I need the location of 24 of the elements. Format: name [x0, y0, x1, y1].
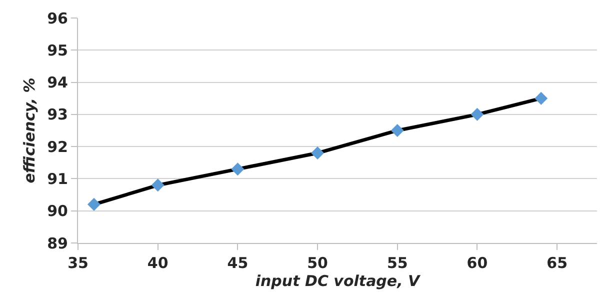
point [311, 146, 324, 160]
point [390, 124, 404, 137]
x-tick-label: 65 [546, 254, 568, 272]
point [231, 162, 244, 176]
y-tick-label: 96 [47, 9, 68, 28]
x-tick-label: 50 [307, 254, 328, 272]
x-tick-label: 40 [147, 254, 168, 272]
y-tick-label: 92 [47, 138, 68, 156]
point [151, 178, 164, 192]
y-tick-label: 91 [47, 170, 68, 188]
y-tick-label: 94 [47, 74, 68, 92]
y-tick-label: 93 [47, 106, 68, 124]
y-tick-label: 90 [47, 202, 68, 220]
x-tick-label: 45 [227, 254, 248, 272]
x-tick-label: 55 [386, 254, 408, 272]
x-tick-label: 35 [68, 254, 88, 272]
y-tick-label: 89 [47, 234, 68, 252]
x-tick-label: 60 [466, 254, 488, 272]
point [87, 198, 100, 211]
y-axis-title: efficiency, % [20, 78, 38, 184]
x-axis-title: input DC voltage, V [255, 272, 422, 290]
y-tick-label: 95 [47, 41, 68, 60]
point [534, 92, 548, 105]
point [470, 108, 484, 121]
